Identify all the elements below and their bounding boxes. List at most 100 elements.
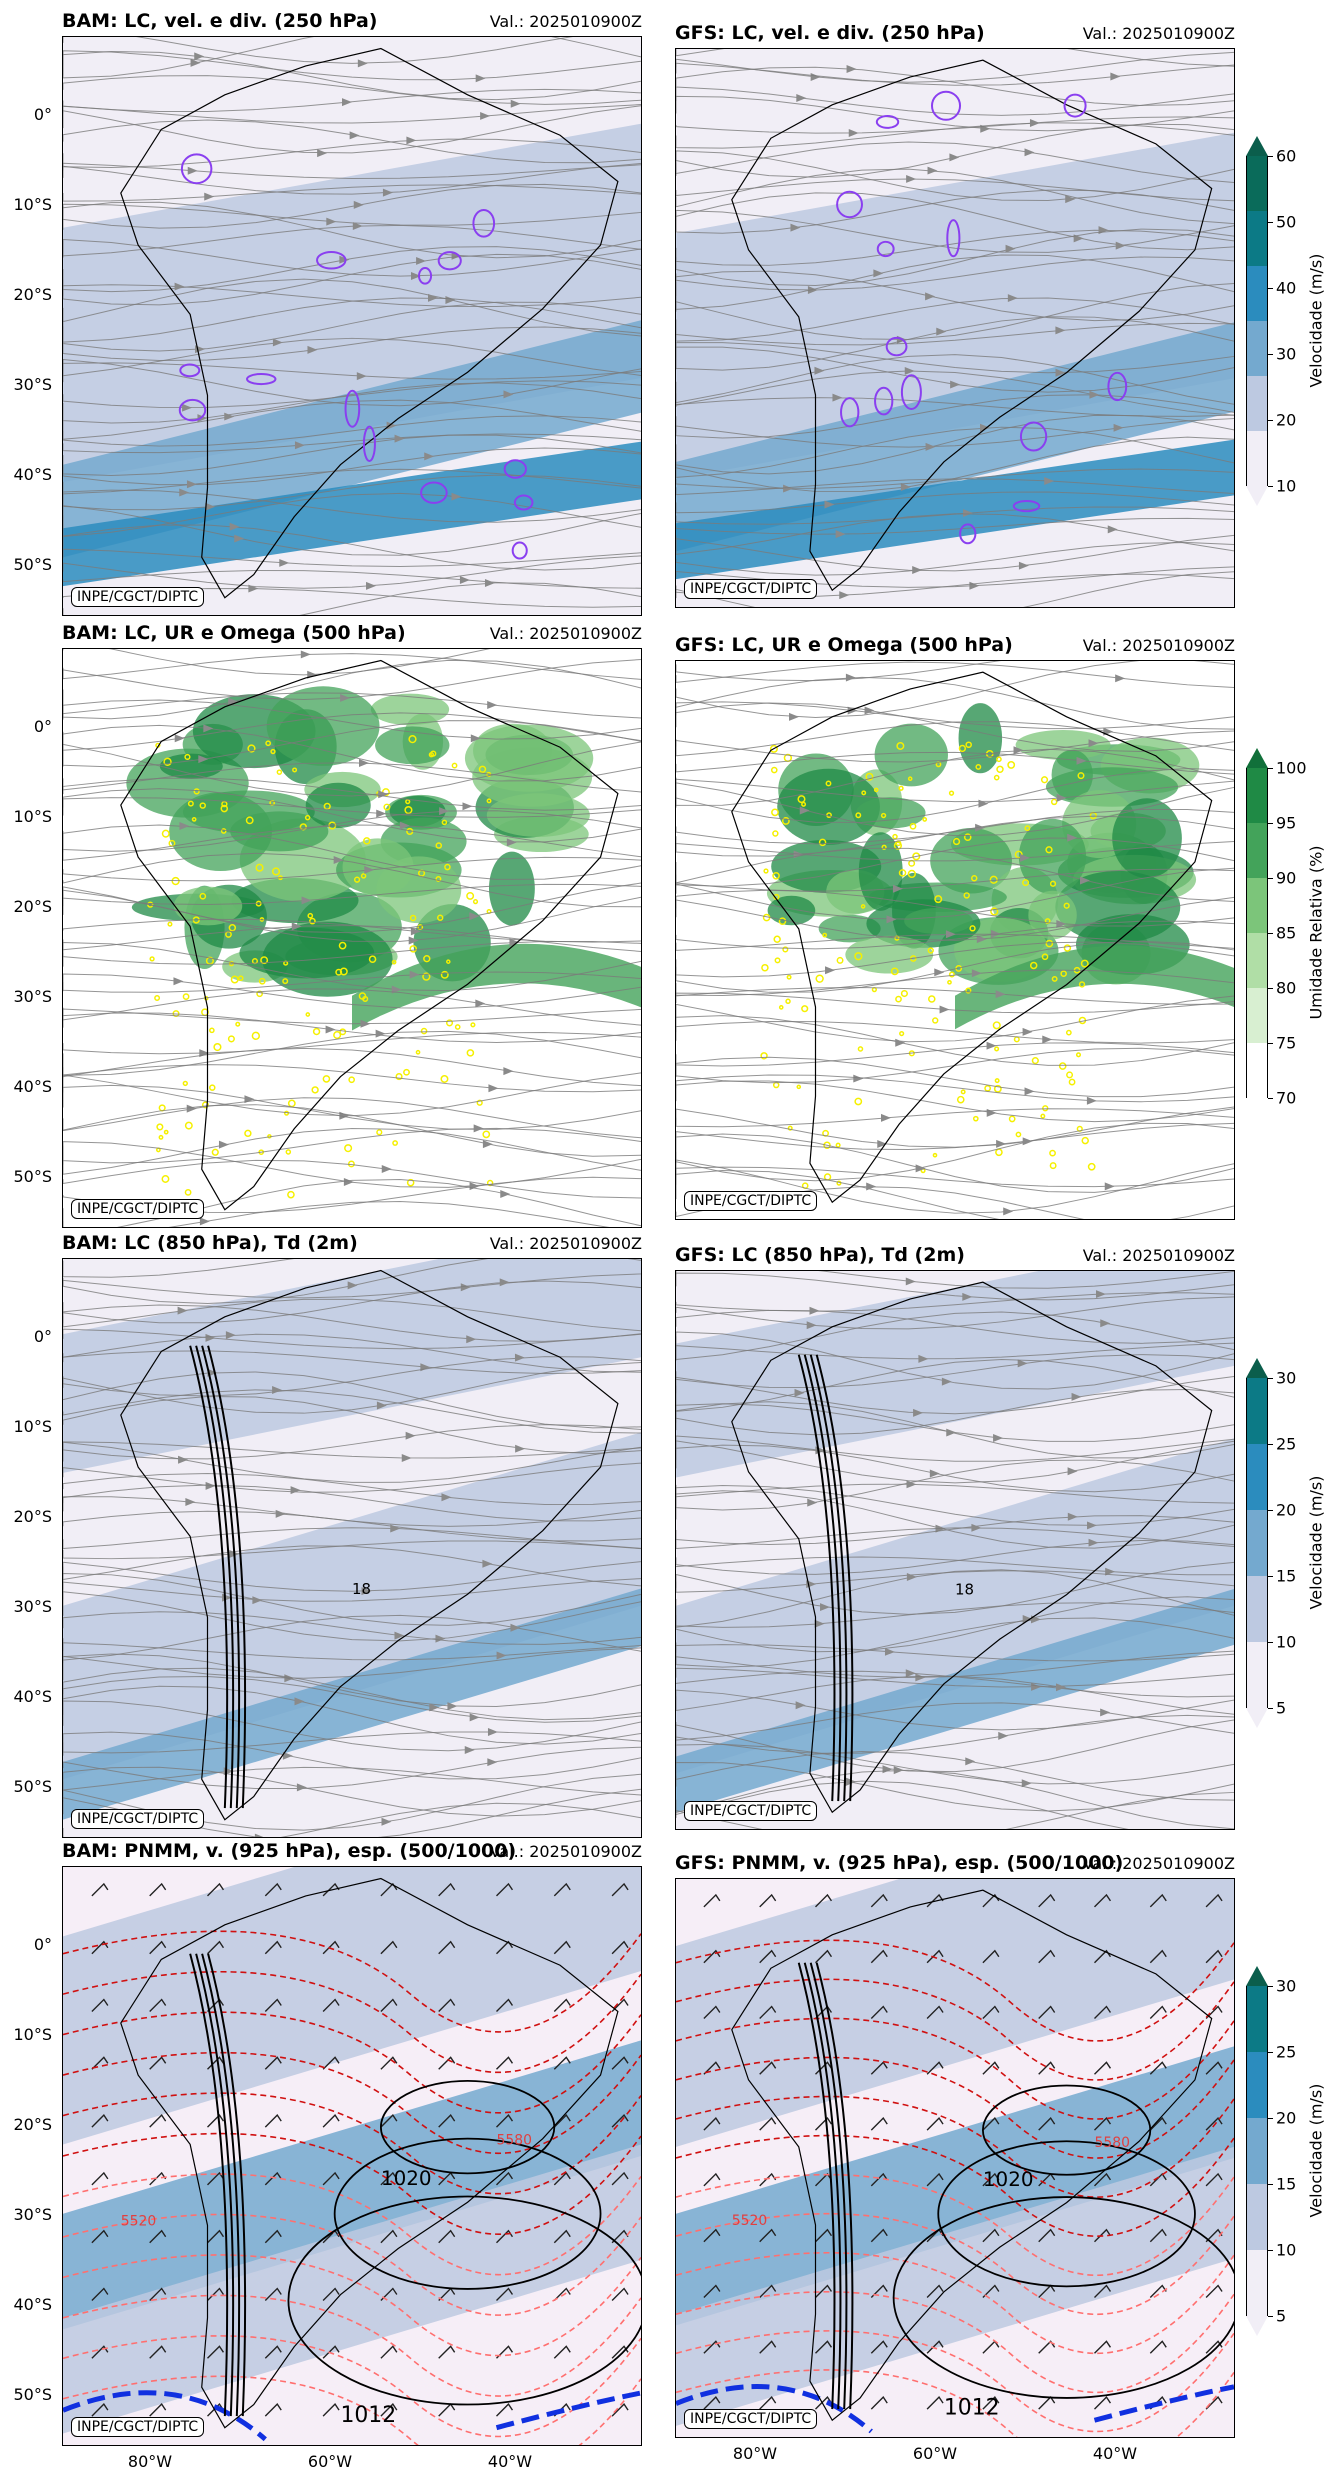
latitude-tick: 20°S xyxy=(13,1507,52,1526)
isobar-label: 1020 xyxy=(983,2168,1034,2191)
colorbar-tickmark xyxy=(1268,988,1273,989)
colorbar-segment xyxy=(1246,878,1268,933)
colorbar-segment xyxy=(1246,156,1268,211)
colorbar-tickmark xyxy=(1268,878,1273,879)
thickness-label: 5520 xyxy=(732,2213,767,2229)
colorbar-tickmark xyxy=(1268,1378,1273,1379)
colorbar-tick: 10 xyxy=(1276,476,1297,496)
colorbar-tickmark xyxy=(1268,1444,1273,1445)
colorbar-extend-bottom xyxy=(1246,1098,1268,1118)
map-panel: INPE/CGCT/DIPTC xyxy=(62,36,642,616)
latitude-tick: 10°S xyxy=(13,195,52,214)
colorbar-extend-top xyxy=(1246,1966,1268,1986)
colorbar-extend-bottom xyxy=(1246,486,1268,506)
latitude-tick: 40°S xyxy=(13,2295,52,2314)
colorbar-tick: 10 xyxy=(1276,1632,1297,1652)
colorbar-tickmark xyxy=(1268,1576,1273,1577)
latitude-tick: 0° xyxy=(33,717,52,736)
right-panel-title: GFS: PNMM, v. (925 hPa), esp. (500/1000) xyxy=(675,1852,1124,1874)
colorbar-tickmark xyxy=(1268,1642,1273,1643)
map-panel: INPE/CGCT/DIPTC xyxy=(675,660,1235,1220)
colorbar-segment xyxy=(1246,1444,1268,1510)
latitude-tick: 20°S xyxy=(13,2115,52,2134)
colorbar-tick: 20 xyxy=(1276,410,1297,430)
credit-badge: INPE/CGCT/DIPTC xyxy=(684,1801,818,1821)
colorbar-tick: 80 xyxy=(1276,978,1297,998)
longitude-tick: 60°W xyxy=(912,2444,958,2463)
colorbar-tick: 5 xyxy=(1276,2306,1287,2326)
isobar-label: 1012 xyxy=(944,2396,1000,2421)
credit-badge: INPE/CGCT/DIPTC xyxy=(684,1191,818,1211)
map-panel: 18 INPE/CGCT/DIPTC xyxy=(62,1258,642,1838)
colorbar-tick: 95 xyxy=(1276,813,1297,833)
valid-time-label: Val.: 2025010900Z xyxy=(1082,1246,1235,1265)
colorbar-segment xyxy=(1246,2052,1268,2118)
colorbar: 70 75 80 85 90 95 100 xyxy=(1246,748,1307,1118)
colorbar-segment xyxy=(1246,321,1268,376)
colorbar-tick: 25 xyxy=(1276,1434,1297,1454)
latitude-tick: 10°S xyxy=(13,1417,52,1436)
colorbar-tick: 15 xyxy=(1276,2174,1297,2194)
colorbar-segment xyxy=(1246,431,1268,486)
map-panel: 1012 1020 5520 5580 INPE/CGCT/DIPTC xyxy=(62,1866,642,2446)
latitude-tick: 20°S xyxy=(13,285,52,304)
map-field xyxy=(63,37,641,615)
map-field: 18 xyxy=(63,1259,641,1837)
colorbar-tickmark xyxy=(1268,156,1273,157)
left-panel-title: BAM: PNMM, v. (925 hPa), esp. (500/1000) xyxy=(62,1840,517,1862)
colorbar-tickmark xyxy=(1268,288,1273,289)
latitude-tick: 20°S xyxy=(13,897,52,916)
map-panel: 1012 1020 5520 5580 INPE/CGCT/DIPTC xyxy=(675,1878,1235,2438)
colorbar-tickmark xyxy=(1268,2118,1273,2119)
colorbar-tick: 75 xyxy=(1276,1033,1297,1053)
map-field xyxy=(676,661,1234,1219)
latitude-tick: 10°S xyxy=(13,2025,52,2044)
colorbar-tickmark xyxy=(1268,354,1273,355)
colorbar-tick: 10 xyxy=(1276,2240,1297,2260)
colorbar-segment xyxy=(1246,1043,1268,1098)
colorbar-tickmark xyxy=(1268,486,1273,487)
latitude-tick: 0° xyxy=(33,105,52,124)
right-panel-title: GFS: LC, UR e Omega (500 hPa) xyxy=(675,634,1013,656)
colorbar-label: Velocidade (m/s) xyxy=(1306,253,1326,388)
colorbar-extend-bottom xyxy=(1246,2316,1268,2336)
colorbar-label: Velocidade (m/s) xyxy=(1306,1475,1326,1610)
latitude-tick: 40°S xyxy=(13,465,52,484)
latitude-tick: 50°S xyxy=(13,555,52,574)
colorbar: 10 20 30 40 50 60 xyxy=(1246,136,1296,506)
colorbar-label: Velocidade (m/s) xyxy=(1306,2083,1326,2218)
colorbar-tickmark xyxy=(1268,2316,1273,2317)
colorbar-segment xyxy=(1246,933,1268,988)
colorbar-tick: 50 xyxy=(1276,212,1297,232)
latitude-tick: 30°S xyxy=(13,987,52,1006)
colorbar-tick: 90 xyxy=(1276,868,1297,888)
longitude-tick: 80°W xyxy=(732,2444,778,2463)
colorbar-extend-top xyxy=(1246,748,1268,768)
valid-time-label: Val.: 2025010900Z xyxy=(489,1842,642,1861)
valid-time-label: Val.: 2025010900Z xyxy=(489,12,642,31)
colorbar-tickmark xyxy=(1268,1510,1273,1511)
colorbar-tickmark xyxy=(1268,1043,1273,1044)
colorbar-tick: 70 xyxy=(1276,1088,1297,1108)
colorbar-tickmark xyxy=(1268,768,1273,769)
colorbar-tick: 25 xyxy=(1276,2042,1297,2062)
latitude-tick: 50°S xyxy=(13,2385,52,2404)
colorbar-segment xyxy=(1246,1576,1268,1642)
colorbar-segment xyxy=(1246,2184,1268,2250)
longitude-tick: 40°W xyxy=(1092,2444,1138,2463)
credit-badge: INPE/CGCT/DIPTC xyxy=(71,2417,205,2437)
credit-badge: INPE/CGCT/DIPTC xyxy=(684,2409,818,2429)
colorbar-tickmark xyxy=(1268,1098,1273,1099)
longitude-tick: 60°W xyxy=(307,2452,353,2471)
colorbar-tick: 30 xyxy=(1276,1976,1297,1996)
left-panel-title: BAM: LC, vel. e div. (250 hPa) xyxy=(62,10,378,32)
colorbar-tickmark xyxy=(1268,1986,1273,1987)
isobar-label: 1020 xyxy=(381,2167,432,2190)
valid-time-label: Val.: 2025010900Z xyxy=(1082,636,1235,655)
isobar-label: 1012 xyxy=(340,2403,396,2428)
colorbar-tick: 30 xyxy=(1276,344,1297,364)
left-panel-title: BAM: LC, UR e Omega (500 hPa) xyxy=(62,622,406,644)
colorbar-segment xyxy=(1246,211,1268,266)
colorbar-segment xyxy=(1246,768,1268,823)
valid-time-label: Val.: 2025010900Z xyxy=(489,624,642,643)
